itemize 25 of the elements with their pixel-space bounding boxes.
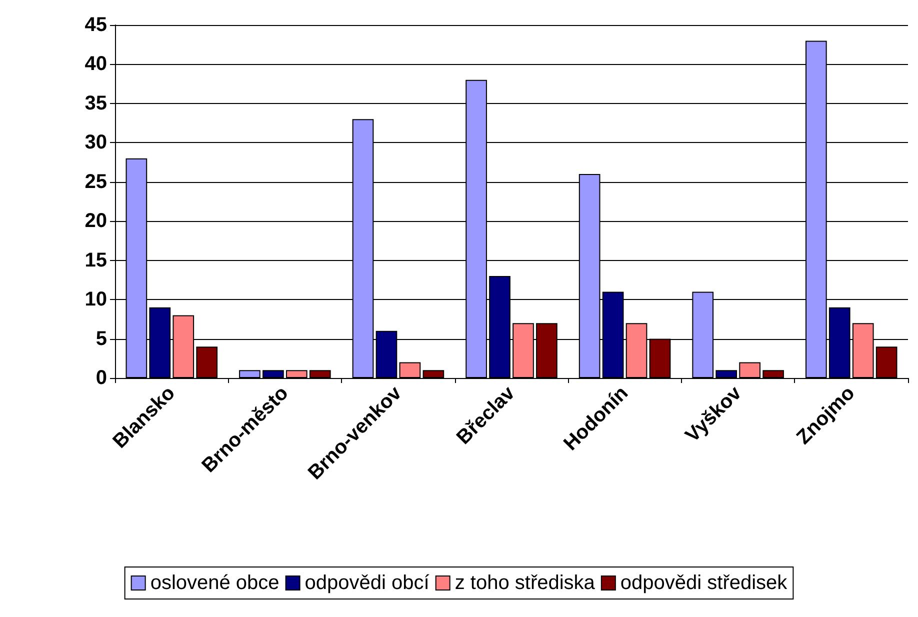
- y-tick-label: 45: [84, 14, 107, 36]
- bar: [262, 370, 284, 378]
- legend-label: z toho střediska: [454, 572, 596, 594]
- legend-label: odpovědi obcí: [304, 572, 430, 594]
- bar: [309, 370, 331, 378]
- y-tick-label: 20: [84, 210, 107, 232]
- y-tick-label: 5: [96, 328, 107, 350]
- y-tick-label: 0: [96, 367, 107, 389]
- bar: [739, 362, 760, 378]
- bar: [762, 370, 784, 378]
- y-tick-label: 25: [84, 170, 107, 193]
- y-tick-label: 40: [84, 53, 107, 76]
- bar: [399, 362, 421, 378]
- y-tick-label: 15: [84, 249, 107, 272]
- legend-label: odpovědi středisek: [620, 572, 788, 594]
- y-tick-label: 30: [84, 132, 107, 154]
- bar: [239, 370, 260, 378]
- bar: [196, 346, 218, 378]
- y-tick-label: 10: [84, 288, 107, 311]
- legend-label: oslovené obce: [150, 572, 280, 594]
- bar: [422, 370, 444, 378]
- bar: [286, 370, 308, 378]
- bar: [876, 346, 898, 378]
- bar: [716, 370, 738, 378]
- y-tick-label: 35: [84, 92, 107, 114]
